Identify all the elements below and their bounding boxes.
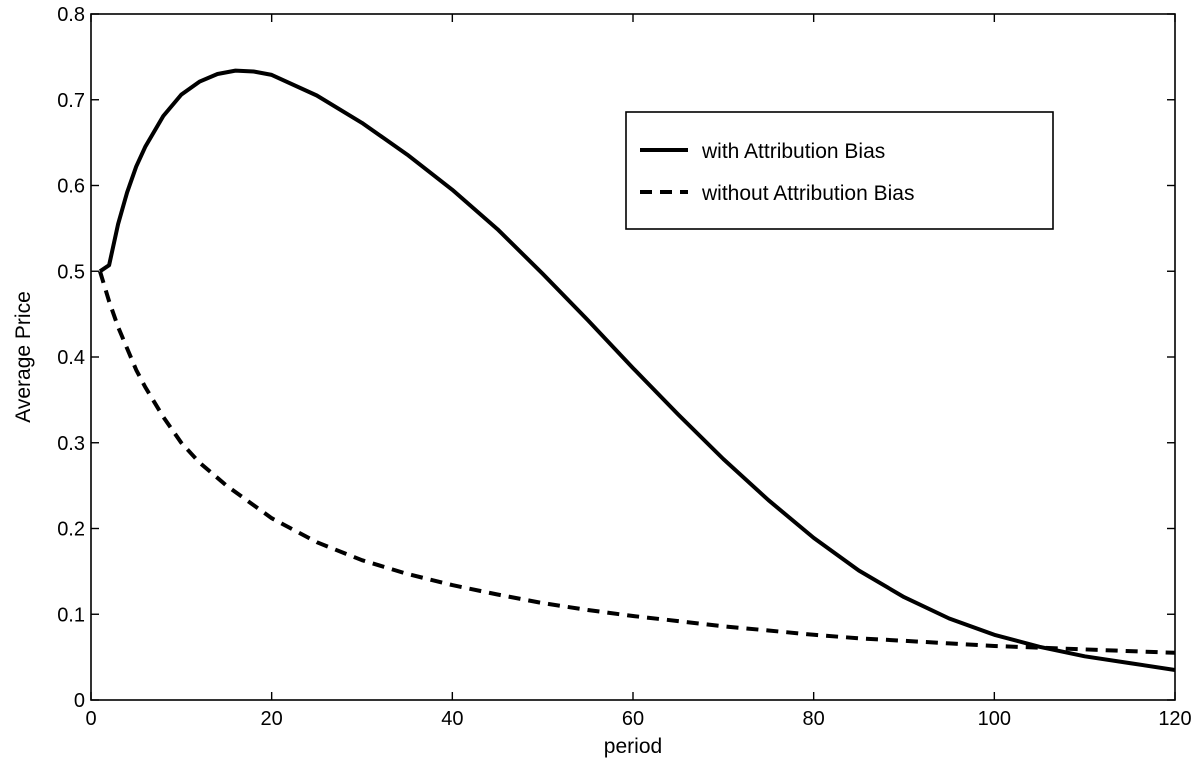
x-tick-label: 40 xyxy=(441,708,463,730)
x-tick-label: 100 xyxy=(978,708,1011,730)
x-tick-label: 80 xyxy=(803,708,825,730)
x-tick-label: 60 xyxy=(622,708,644,730)
x-axis-label: period xyxy=(604,735,662,758)
legend: with Attribution Bias without Attributio… xyxy=(625,111,1054,230)
y-tick-label: 0 xyxy=(74,690,85,712)
y-tick-label: 0.5 xyxy=(57,261,85,283)
y-axis-label: Average Price xyxy=(12,291,35,423)
x-tick-label: 120 xyxy=(1158,708,1191,730)
y-tick-label: 0.7 xyxy=(57,90,85,112)
legend-label-with-bias: with Attribution Bias xyxy=(701,140,885,163)
y-tick-label: 0.6 xyxy=(57,176,85,198)
series-line-with-attribution-bias xyxy=(98,68,1176,672)
y-tick-label: 0.4 xyxy=(57,347,85,369)
y-tick-label: 0.8 xyxy=(57,4,85,26)
y-tick-label: 0.2 xyxy=(57,519,85,541)
x-tick-label: 20 xyxy=(261,708,283,730)
x-tick-label: 0 xyxy=(85,708,96,730)
legend-label-without-bias: without Attribution Bias xyxy=(701,182,914,205)
y-tick-label: 0.1 xyxy=(57,604,85,626)
y-tick-label: 0.3 xyxy=(57,433,85,455)
legend-box xyxy=(625,111,1054,230)
series-line-without-attribution-bias xyxy=(98,270,1176,655)
ticks-layer: 0 20 40 60 80 100 120 0 0.1 0.2 0.3 0.4 0.5 0.6 0.7 0.8 xyxy=(57,4,1192,730)
series-layer xyxy=(98,68,1176,672)
